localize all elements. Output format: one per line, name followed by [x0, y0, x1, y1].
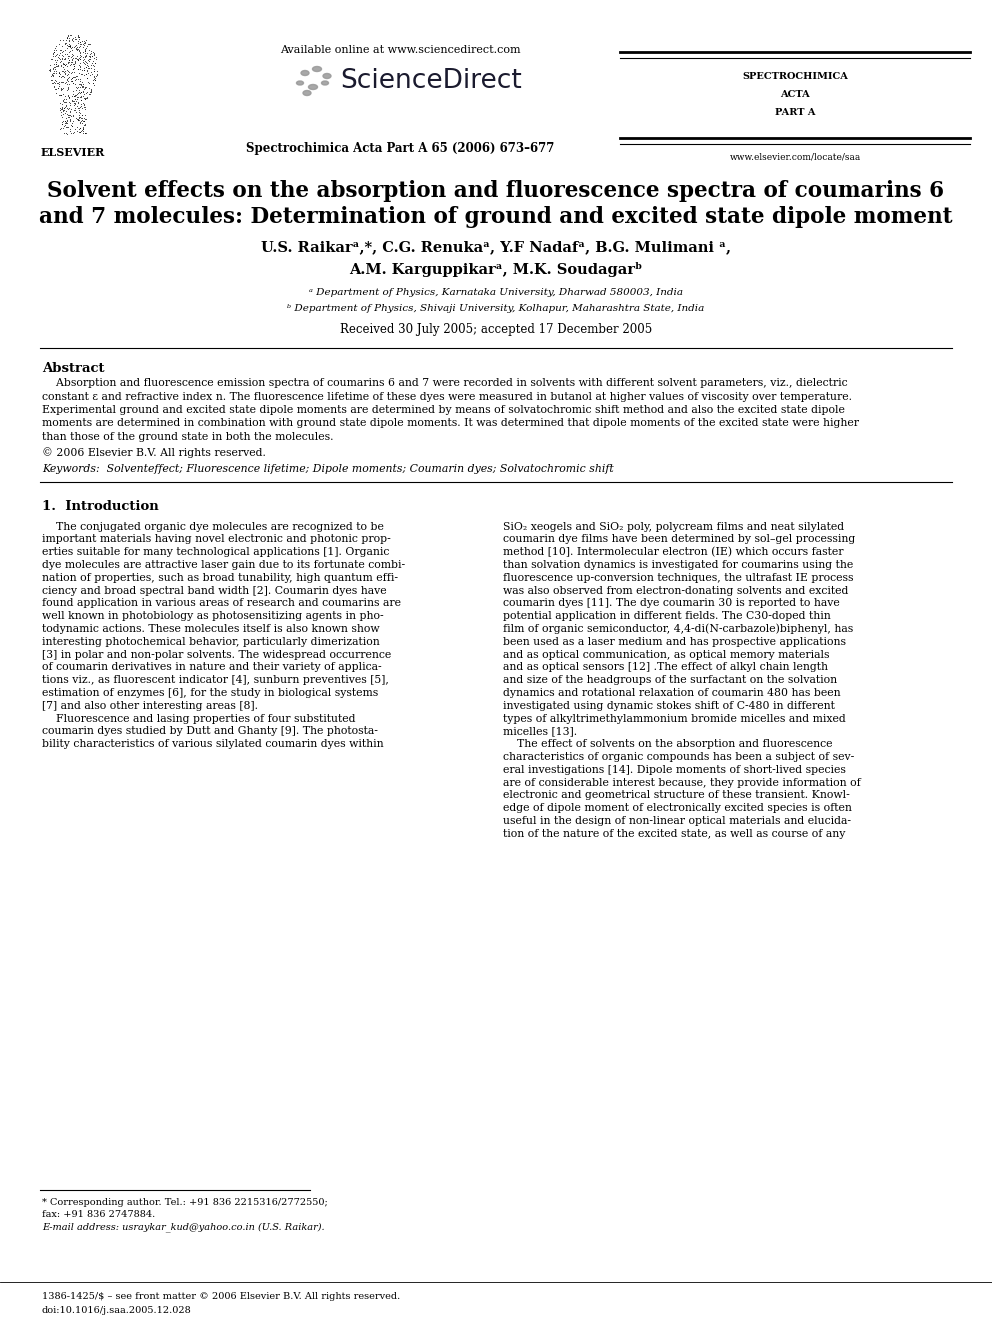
Text: film of organic semiconductor, 4,4-di(N-carbazole)biphenyl, has: film of organic semiconductor, 4,4-di(N-…: [503, 624, 853, 635]
Text: E-mail address: usraykar_kud@yahoo.co.in (U.S. Raikar).: E-mail address: usraykar_kud@yahoo.co.in…: [42, 1222, 324, 1232]
Text: types of alkyltrimethylammonium bromide micelles and mixed: types of alkyltrimethylammonium bromide …: [503, 713, 846, 724]
Text: Received 30 July 2005; accepted 17 December 2005: Received 30 July 2005; accepted 17 Decem…: [340, 323, 652, 336]
Ellipse shape: [312, 66, 321, 71]
Text: Keywords:  Solventeffect; Fluorescence lifetime; Dipole moments; Coumarin dyes; : Keywords: Solventeffect; Fluorescence li…: [42, 463, 614, 474]
Text: tion of the nature of the excited state, as well as course of any: tion of the nature of the excited state,…: [503, 828, 845, 839]
Text: tions viz., as fluorescent indicator [4], sunburn preventives [5],: tions viz., as fluorescent indicator [4]…: [42, 675, 389, 685]
Ellipse shape: [321, 81, 328, 85]
Text: are of considerable interest because, they provide information of: are of considerable interest because, th…: [503, 778, 861, 787]
Text: [3] in polar and non-polar solvents. The widespread occurrence: [3] in polar and non-polar solvents. The…: [42, 650, 391, 659]
Text: potential application in different fields. The C30-doped thin: potential application in different field…: [503, 611, 830, 620]
Text: investigated using dynamic stokes shift of C-480 in different: investigated using dynamic stokes shift …: [503, 701, 835, 710]
Text: and 7 molecules: Determination of ground and excited state dipole moment: and 7 molecules: Determination of ground…: [40, 206, 952, 228]
Text: coumarin dyes [11]. The dye coumarin 30 is reported to have: coumarin dyes [11]. The dye coumarin 30 …: [503, 598, 840, 609]
Text: U.S. Raikarᵃ,*, C.G. Renukaᵃ, Y.F Nadafᵃ, B.G. Mulimani ᵃ,: U.S. Raikarᵃ,*, C.G. Renukaᵃ, Y.F Nadafᵃ…: [261, 239, 731, 254]
Text: 1386-1425/$ – see front matter © 2006 Elsevier B.V. All rights reserved.: 1386-1425/$ – see front matter © 2006 El…: [42, 1293, 400, 1301]
Text: and size of the headgroups of the surfactant on the solvation: and size of the headgroups of the surfac…: [503, 675, 837, 685]
Text: coumarin dyes studied by Dutt and Ghanty [9]. The photosta-: coumarin dyes studied by Dutt and Ghanty…: [42, 726, 378, 737]
Text: than those of the ground state in both the molecules.: than those of the ground state in both t…: [42, 433, 333, 442]
Text: The effect of solvents on the absorption and fluorescence: The effect of solvents on the absorption…: [503, 740, 832, 749]
Text: important materials having novel electronic and photonic prop-: important materials having novel electro…: [42, 534, 391, 544]
Text: [7] and also other interesting areas [8].: [7] and also other interesting areas [8]…: [42, 701, 258, 710]
Text: dye molecules are attractive laser gain due to its fortunate combi-: dye molecules are attractive laser gain …: [42, 560, 405, 570]
Text: and as optical sensors [12] .The effect of alkyl chain length: and as optical sensors [12] .The effect …: [503, 663, 828, 672]
Text: Spectrochimica Acta Part A 65 (2006) 673–677: Spectrochimica Acta Part A 65 (2006) 673…: [246, 142, 555, 155]
Ellipse shape: [303, 90, 311, 95]
Text: dynamics and rotational relaxation of coumarin 480 has been: dynamics and rotational relaxation of co…: [503, 688, 840, 699]
Text: * Corresponding author. Tel.: +91 836 2215316/2772550;: * Corresponding author. Tel.: +91 836 22…: [42, 1199, 327, 1207]
Text: 1.  Introduction: 1. Introduction: [42, 500, 159, 512]
Text: fax: +91 836 2747884.: fax: +91 836 2747884.: [42, 1211, 156, 1218]
Text: characteristics of organic compounds has been a subject of sev-: characteristics of organic compounds has…: [503, 751, 854, 762]
Text: well known in photobiology as photosensitizing agents in pho-: well known in photobiology as photosensi…: [42, 611, 384, 620]
Text: Solvent effects on the absorption and fluorescence spectra of coumarins 6: Solvent effects on the absorption and fl…: [48, 180, 944, 202]
Text: ScienceDirect: ScienceDirect: [340, 67, 522, 94]
Text: electronic and geometrical structure of these transient. Knowl-: electronic and geometrical structure of …: [503, 790, 850, 800]
Text: edge of dipole moment of electronically excited species is often: edge of dipole moment of electronically …: [503, 803, 852, 814]
Text: micelles [13].: micelles [13].: [503, 726, 577, 737]
Text: eral investigations [14]. Dipole moments of short-lived species: eral investigations [14]. Dipole moments…: [503, 765, 846, 775]
Ellipse shape: [301, 70, 309, 75]
Text: erties suitable for many technological applications [1]. Organic: erties suitable for many technological a…: [42, 548, 390, 557]
Text: ᵇ Department of Physics, Shivaji University, Kolhapur, Maharashtra State, India: ᵇ Department of Physics, Shivaji Univers…: [288, 304, 704, 314]
Text: coumarin dye films have been determined by sol–gel processing: coumarin dye films have been determined …: [503, 534, 855, 544]
Text: ciency and broad spectral band width [2]. Coumarin dyes have: ciency and broad spectral band width [2]…: [42, 586, 387, 595]
Text: and as optical communication, as optical memory materials: and as optical communication, as optical…: [503, 650, 829, 659]
Text: ELSEVIER: ELSEVIER: [41, 147, 105, 157]
Text: interesting photochemical behavior, particularly dimerization: interesting photochemical behavior, part…: [42, 636, 380, 647]
Text: bility characteristics of various silylated coumarin dyes within: bility characteristics of various silyla…: [42, 740, 384, 749]
Text: Fluorescence and lasing properties of four substituted: Fluorescence and lasing properties of fo…: [42, 713, 355, 724]
Ellipse shape: [323, 74, 331, 78]
Text: method [10]. Intermolecular electron (IE) which occurs faster: method [10]. Intermolecular electron (IE…: [503, 548, 843, 557]
Text: doi:10.1016/j.saa.2005.12.028: doi:10.1016/j.saa.2005.12.028: [42, 1306, 191, 1315]
Text: found application in various areas of research and coumarins are: found application in various areas of re…: [42, 598, 401, 609]
Text: Absorption and fluorescence emission spectra of coumarins 6 and 7 were recorded : Absorption and fluorescence emission spe…: [42, 378, 847, 388]
Text: estimation of enzymes [6], for the study in biological systems: estimation of enzymes [6], for the study…: [42, 688, 378, 699]
Text: was also observed from electron-donating solvents and excited: was also observed from electron-donating…: [503, 586, 848, 595]
Text: © 2006 Elsevier B.V. All rights reserved.: © 2006 Elsevier B.V. All rights reserved…: [42, 447, 266, 458]
Text: A.M. Karguppikarᵃ, M.K. Soudagarᵇ: A.M. Karguppikarᵃ, M.K. Soudagarᵇ: [349, 262, 643, 277]
Text: todynamic actions. These molecules itself is also known show: todynamic actions. These molecules itsel…: [42, 624, 380, 634]
Text: fluorescence up-conversion techniques, the ultrafast IE process: fluorescence up-conversion techniques, t…: [503, 573, 853, 582]
Text: Experimental ground and excited state dipole moments are determined by means of : Experimental ground and excited state di…: [42, 405, 845, 415]
Text: of coumarin derivatives in nature and their variety of applica-: of coumarin derivatives in nature and th…: [42, 663, 382, 672]
Text: ᵃ Department of Physics, Karnataka University, Dharwad 580003, India: ᵃ Department of Physics, Karnataka Unive…: [309, 288, 683, 296]
Text: than solvation dynamics is investigated for coumarins using the: than solvation dynamics is investigated …: [503, 560, 853, 570]
Text: www.elsevier.com/locate/saa: www.elsevier.com/locate/saa: [729, 152, 861, 161]
Text: nation of properties, such as broad tunability, high quantum effi-: nation of properties, such as broad tuna…: [42, 573, 398, 582]
Text: SiO₂ xeogels and SiO₂ poly, polycream films and neat silylated: SiO₂ xeogels and SiO₂ poly, polycream fi…: [503, 521, 844, 532]
Text: constant ε and refractive index n. The fluorescence lifetime of these dyes were : constant ε and refractive index n. The f…: [42, 392, 852, 401]
Text: SPECTROCHIMICA: SPECTROCHIMICA: [742, 71, 848, 81]
Text: moments are determined in combination with ground state dipole moments. It was d: moments are determined in combination wi…: [42, 418, 859, 429]
Text: The conjugated organic dye molecules are recognized to be: The conjugated organic dye molecules are…: [42, 521, 384, 532]
Text: Abstract: Abstract: [42, 363, 104, 374]
Ellipse shape: [309, 85, 317, 90]
Text: ACTA: ACTA: [780, 90, 809, 99]
Text: useful in the design of non-linear optical materials and elucida-: useful in the design of non-linear optic…: [503, 816, 851, 826]
Text: PART A: PART A: [775, 108, 815, 116]
Text: Available online at www.sciencedirect.com: Available online at www.sciencedirect.co…: [280, 45, 521, 56]
Ellipse shape: [297, 81, 304, 85]
Text: been used as a laser medium and has prospective applications: been used as a laser medium and has pros…: [503, 636, 846, 647]
